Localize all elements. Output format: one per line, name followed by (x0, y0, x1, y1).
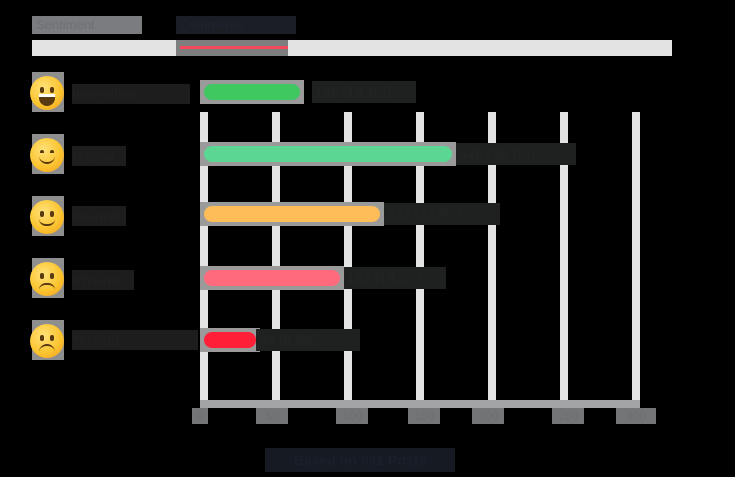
value-label: 348 (35.1%) (456, 143, 576, 165)
x-tick-label: 300 (616, 408, 656, 424)
x-tick-label: 200 (472, 408, 504, 424)
bar-backdrop (200, 202, 384, 226)
grinning-face-icon (30, 76, 64, 110)
row-label: Happy (72, 146, 126, 166)
value-label: 140 (14.1%) (312, 81, 416, 103)
bar-backdrop (200, 266, 344, 290)
chart-row: Terrible 64 (6.5%) (0, 320, 735, 360)
chart-row: Unsure 192 (19.4%) (0, 258, 735, 298)
chart-row: Happy 348 (35.1%) (0, 134, 735, 174)
gridline (344, 112, 352, 402)
tab-strip (32, 40, 672, 56)
bar[interactable] (204, 270, 340, 286)
x-tick-label: 0 (192, 408, 208, 424)
frowning-face-icon (30, 324, 64, 358)
bar[interactable] (204, 146, 452, 162)
active-tab-indicator (176, 40, 288, 56)
tab-comments[interactable]: Comments (176, 16, 296, 34)
row-label: Unsure (72, 270, 134, 290)
value-label: 64 (6.5%) (256, 329, 360, 351)
x-tick-label: 50 (256, 408, 288, 424)
gridline (488, 112, 496, 402)
value-label: 247 (24.9%) (384, 203, 500, 225)
row-label: Neutral (72, 206, 126, 226)
x-tick-label: 100 (336, 408, 368, 424)
active-tab-underline (180, 46, 288, 49)
tab-sentiment[interactable]: Sentiment (32, 16, 142, 34)
x-axis-line (200, 400, 640, 408)
bar-backdrop (200, 80, 304, 104)
gridline (560, 112, 568, 402)
row-label: Terrible (72, 330, 198, 350)
bar[interactable] (204, 84, 300, 100)
bar[interactable] (204, 206, 380, 222)
slightly-frowning-face-icon (30, 262, 64, 296)
gridline (272, 112, 280, 402)
row-label: Incredible (72, 84, 190, 104)
bar-backdrop (200, 142, 456, 166)
value-label: 192 (19.4%) (344, 267, 446, 289)
bar[interactable] (204, 332, 256, 348)
chart-row: Incredible 140 (14.1%) (0, 72, 735, 112)
x-tick-label: 250 (552, 408, 584, 424)
gridline (632, 112, 640, 402)
chart-row: Neutral 247 (24.9%) (0, 196, 735, 236)
gridline (416, 112, 424, 402)
slightly-smiling-face-icon (30, 200, 64, 234)
x-axis-title: Based on 991 Posts (265, 448, 455, 472)
gridline (200, 112, 208, 402)
bar-backdrop (200, 328, 260, 352)
x-tick-label: 150 (408, 408, 440, 424)
smiling-face-icon (30, 138, 64, 172)
